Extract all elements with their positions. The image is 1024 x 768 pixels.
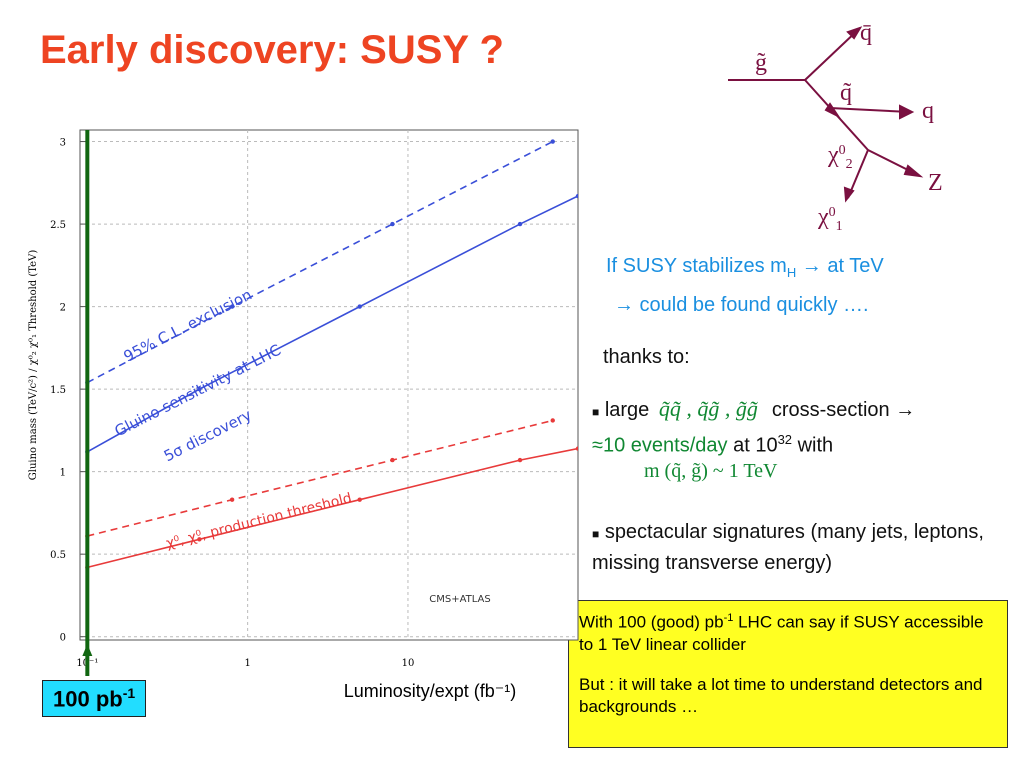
text: If SUSY stabilizes m <box>606 255 787 277</box>
text: large <box>604 399 650 421</box>
bullet-2: ■ spectacular signatures (many jets, lep… <box>592 521 984 574</box>
text: ≈10 events/day <box>592 434 728 457</box>
data-point <box>550 139 555 144</box>
y-tick-label: 0.5 <box>50 550 66 561</box>
data-point <box>390 221 395 227</box>
data-point <box>390 457 395 463</box>
marker-label: 100 pb-1 <box>42 680 147 718</box>
data-point <box>550 418 555 423</box>
feynman-diagram: g̃ q̄ q̃ q χ02 Z χ01 <box>728 20 943 234</box>
data-point <box>575 446 578 451</box>
y-tick-label: 1.5 <box>50 385 66 396</box>
formula: m (q̃, g̃) ~ 1 TeV <box>644 459 778 482</box>
text: LHC can say if SUSY accessible to 1 TeV … <box>579 612 984 654</box>
marker-arrow <box>82 644 93 656</box>
series-group <box>85 139 578 570</box>
text: cross-section → <box>771 399 916 421</box>
text: → at TeV <box>796 255 884 277</box>
data-point <box>197 386 202 392</box>
label-chi1: χ01 <box>817 204 843 234</box>
text: With 100 (good) pb <box>579 612 724 632</box>
label-quark: q <box>922 98 934 124</box>
text: with <box>797 434 834 457</box>
text: spectacular signatures (many jets, lepto… <box>592 521 984 574</box>
y-tick-label: 3 <box>60 138 66 149</box>
thanks: thanks to: <box>603 346 690 368</box>
label-gluino: g̃ <box>755 50 767 76</box>
data-point <box>229 497 235 502</box>
data-point <box>357 497 362 502</box>
series-line <box>87 419 553 537</box>
data-point <box>357 304 362 309</box>
text: -1 <box>723 612 734 624</box>
text: at 10 <box>733 434 778 457</box>
formula: q̃q̃ , q̃g̃ , g̃g̃ <box>658 396 758 421</box>
text: 32 <box>777 432 793 447</box>
x-tick-label: 10 <box>402 658 415 669</box>
series-line <box>86 140 554 384</box>
x-axis-label: Luminosity/expt (fb⁻¹) <box>344 681 517 701</box>
label-antiquark: q̄ <box>860 20 872 46</box>
y-tick-label: 1 <box>60 468 66 479</box>
y-tick-label: 2 <box>60 303 66 314</box>
text: But : it will take a lot time to underst… <box>579 674 983 716</box>
data-point <box>517 457 523 463</box>
data-point <box>229 304 235 309</box>
data-point <box>197 537 202 542</box>
label-chi2: χ02 <box>827 142 853 172</box>
label-z: Z <box>928 170 943 196</box>
label-squark: q̃ <box>840 80 852 106</box>
text: H <box>786 265 797 280</box>
text: -1 <box>122 685 136 701</box>
chart: 00.511.522.5310⁻¹110Gluino mass (TeV/c²)… <box>28 129 579 701</box>
text: → could be found quickly …. <box>614 294 869 316</box>
y-tick-label: 2.5 <box>50 220 66 231</box>
bullet-1: ■ large q̃q̃ , q̃g̃ , g̃g̃ cross-section … <box>592 395 1022 482</box>
note-box: With 100 (good) pb-1 LHC can say if SUSY… <box>568 600 1008 748</box>
x-tick-label: 1 <box>244 658 250 669</box>
y-tick-label: 0 <box>60 633 66 644</box>
motivation: If SUSY stabilizes mH → at TeV → could b… <box>606 250 884 321</box>
annotation: CMS+ATLAS <box>429 594 491 605</box>
text: 100 pb <box>53 686 123 712</box>
y-axis-label: Gluino mass (TeV/c²) / χ⁰₂ χ⁰₁ Threshold… <box>28 250 39 481</box>
data-point <box>575 193 578 199</box>
slide-title: Early discovery: SUSY ? <box>40 28 504 72</box>
data-point <box>517 221 523 227</box>
plot-area <box>79 129 579 641</box>
